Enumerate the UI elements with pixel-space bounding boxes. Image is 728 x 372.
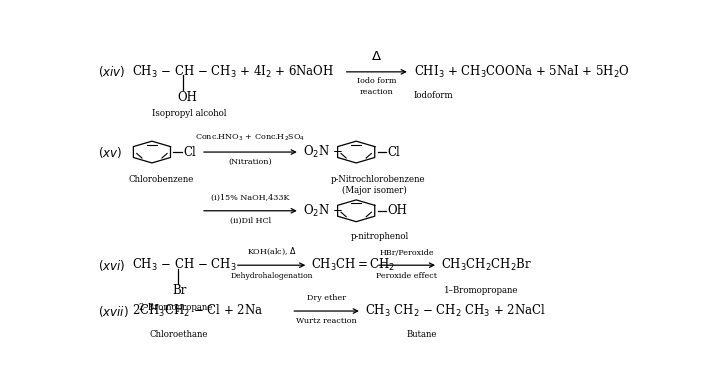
Text: Dry ether: Dry ether bbox=[307, 294, 346, 302]
Text: CH$_3$ CH$_2$ $-$ CH$_2$ CH$_3$ $+$ 2NaCl: CH$_3$ CH$_2$ $-$ CH$_2$ CH$_3$ $+$ 2NaC… bbox=[365, 303, 545, 319]
Text: $(xiv)$: $(xiv)$ bbox=[98, 64, 125, 79]
Text: 1–Bromopropane: 1–Bromopropane bbox=[443, 286, 518, 295]
Text: $(xv)$: $(xv)$ bbox=[98, 145, 122, 160]
Text: (i)15% NaOH,433K: (i)15% NaOH,433K bbox=[211, 194, 290, 202]
Text: (ii)Dil HCl: (ii)Dil HCl bbox=[230, 217, 271, 225]
Text: Br: Br bbox=[173, 284, 186, 297]
Text: p-Nitrochlorobenzene: p-Nitrochlorobenzene bbox=[331, 175, 425, 184]
Text: 2CH$_3$CH$_2$ $-$ Cl $+$ 2Na: 2CH$_3$CH$_2$ $-$ Cl $+$ 2Na bbox=[132, 303, 263, 319]
Text: Cl: Cl bbox=[387, 145, 400, 158]
Text: O$_2$N $-$: O$_2$N $-$ bbox=[303, 144, 343, 160]
Text: Butane: Butane bbox=[407, 330, 438, 339]
Text: (Major isomer): (Major isomer) bbox=[342, 186, 407, 195]
Text: Iodo form: Iodo form bbox=[357, 77, 397, 85]
Text: CH$_3$CH$=$CH$_2$: CH$_3$CH$=$CH$_2$ bbox=[311, 257, 395, 273]
Text: Iodoform: Iodoform bbox=[414, 91, 454, 100]
Text: $(xvii)$: $(xvii)$ bbox=[98, 304, 128, 318]
Text: $\Delta$: $\Delta$ bbox=[371, 50, 382, 63]
Text: Wurtz reaction: Wurtz reaction bbox=[296, 317, 357, 326]
Text: Dehydrohalogenation: Dehydrohalogenation bbox=[230, 272, 313, 279]
Text: (Nitration): (Nitration) bbox=[229, 158, 272, 166]
Text: CH$_3$ $-$ CH $-$ CH$_3$ $+$ 4I$_2$ $+$ 6NaOH: CH$_3$ $-$ CH $-$ CH$_3$ $+$ 4I$_2$ $+$ … bbox=[132, 64, 334, 80]
Text: CHI$_3$ $+$ CH$_3$COONa $+$ 5NaI $+$ 5H$_2$O: CHI$_3$ $+$ CH$_3$COONa $+$ 5NaI $+$ 5H$… bbox=[414, 64, 630, 80]
Text: Chloroethane: Chloroethane bbox=[149, 330, 207, 339]
Text: Cl: Cl bbox=[183, 145, 196, 158]
Text: Conc.HNO$_3$ + Conc.H$_2$SO$_4$: Conc.HNO$_3$ + Conc.H$_2$SO$_4$ bbox=[195, 133, 306, 144]
Text: reaction: reaction bbox=[360, 89, 394, 96]
Text: CH$_3$ $-$ CH $-$ CH$_3$: CH$_3$ $-$ CH $-$ CH$_3$ bbox=[132, 257, 237, 273]
Text: Chlorobenzene: Chlorobenzene bbox=[128, 175, 194, 184]
Text: OH: OH bbox=[178, 90, 197, 103]
Text: O$_2$N $-$: O$_2$N $-$ bbox=[303, 203, 343, 219]
Text: KOH(alc), $\Delta$: KOH(alc), $\Delta$ bbox=[247, 245, 296, 257]
Text: $(xvi)$: $(xvi)$ bbox=[98, 258, 125, 273]
Text: HBr/Peroxide: HBr/Peroxide bbox=[379, 248, 435, 257]
Text: Isopropyl alcohol: Isopropyl alcohol bbox=[152, 109, 226, 118]
Text: Peroxide effect: Peroxide effect bbox=[376, 272, 438, 279]
Text: OH: OH bbox=[387, 204, 407, 217]
Text: 2–Bromopropane: 2–Bromopropane bbox=[138, 303, 213, 312]
Text: CH$_3$CH$_2$CH$_2$Br: CH$_3$CH$_2$CH$_2$Br bbox=[441, 257, 532, 273]
Text: p-nitrophenol: p-nitrophenol bbox=[351, 232, 409, 241]
